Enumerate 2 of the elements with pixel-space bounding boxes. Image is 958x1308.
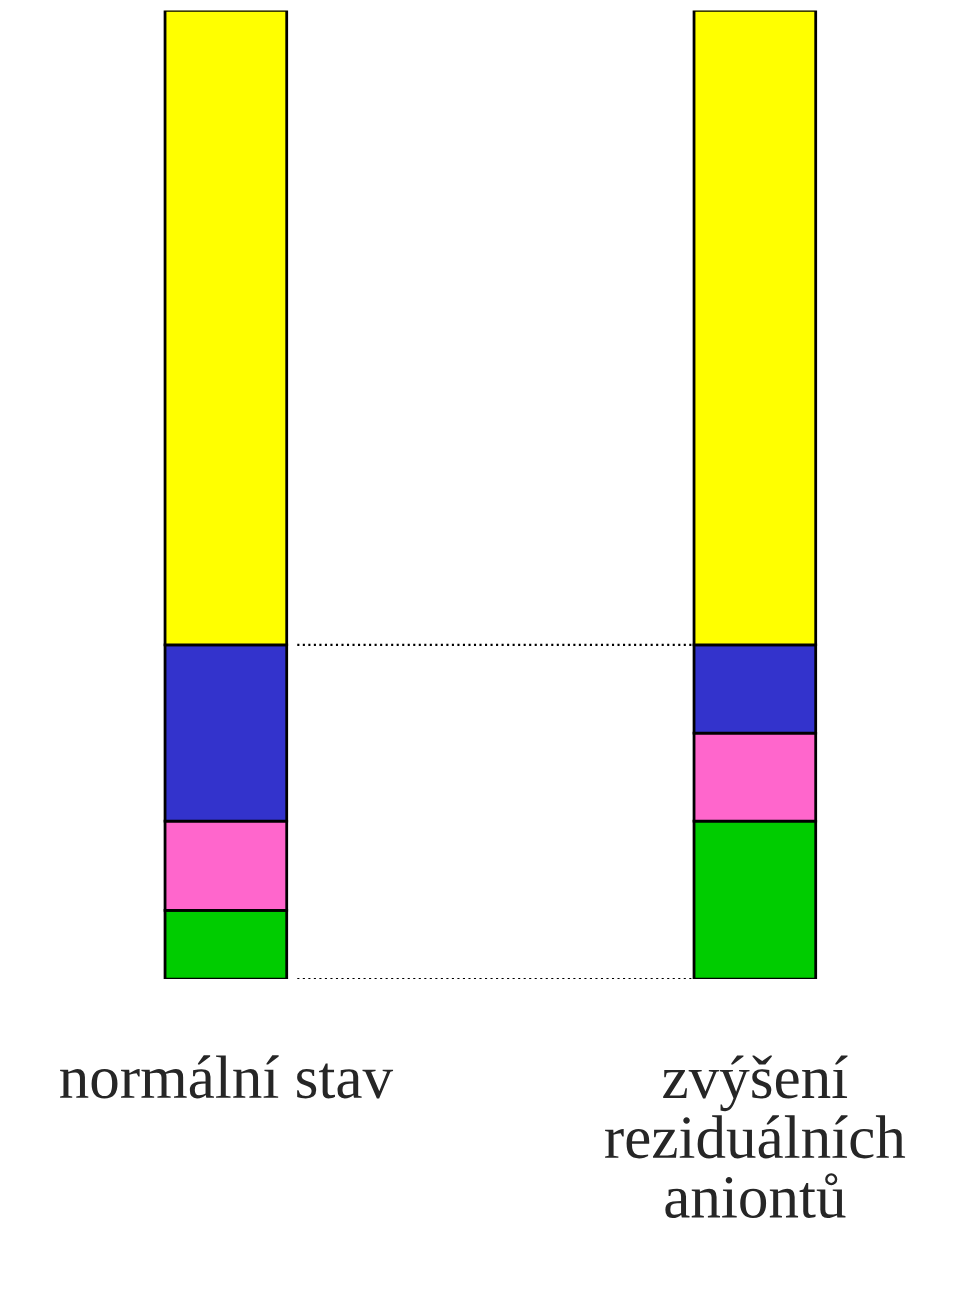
x-tick-label: zvýšení reziduálních aniontů <box>605 1055 906 1219</box>
x-tick-label: normální stav <box>60 1055 394 1099</box>
